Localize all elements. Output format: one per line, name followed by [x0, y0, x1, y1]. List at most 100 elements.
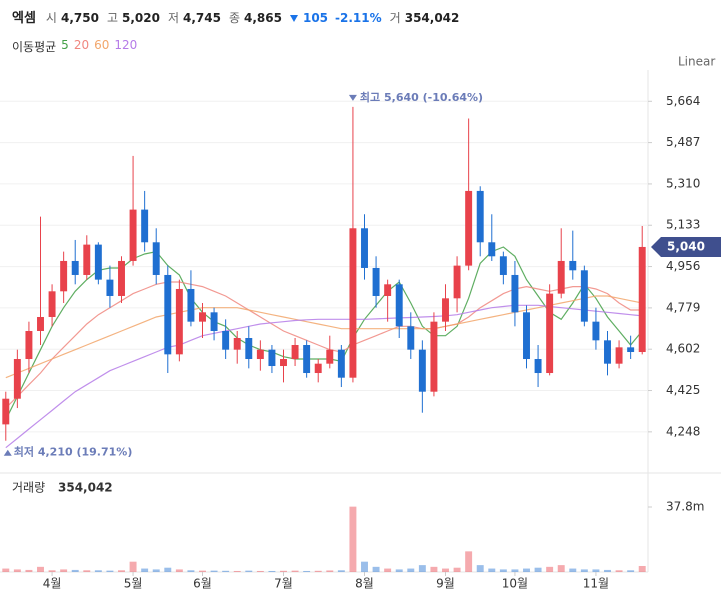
volume-bar	[245, 570, 253, 572]
volume-bar	[337, 570, 345, 572]
quote-label: 저	[167, 11, 179, 25]
y-tick-label: 4,248	[666, 424, 700, 438]
candle-body	[106, 279, 114, 296]
volume-bar	[152, 569, 160, 572]
volume-bar	[604, 569, 611, 572]
volume-bar	[210, 570, 218, 572]
candle-body	[71, 260, 79, 275]
candle-body	[407, 326, 415, 350]
candle-body	[511, 274, 519, 313]
volume-bar	[280, 570, 287, 572]
volume-bar	[476, 565, 484, 572]
volume-bar	[106, 570, 114, 572]
volume-label: 거래량	[12, 481, 45, 495]
volume-bar	[303, 570, 311, 572]
change-rate: -2.11%	[335, 11, 382, 25]
candle-body	[222, 330, 230, 350]
candle-body	[314, 363, 322, 374]
candle-body	[291, 345, 299, 360]
volume-bar	[511, 569, 519, 572]
volume-bar	[569, 568, 577, 572]
candle-body	[164, 274, 172, 355]
candle-body	[280, 359, 287, 367]
candle-body	[94, 244, 102, 280]
volume-bar	[557, 565, 565, 572]
candle-body	[592, 321, 600, 341]
candle-body	[60, 260, 68, 292]
candle-body	[384, 284, 392, 296]
volume-bar	[256, 570, 264, 572]
volume-bar	[314, 570, 322, 572]
volume-bar	[592, 569, 600, 572]
x-tick-label: 8월	[355, 577, 374, 591]
candle-body	[326, 349, 334, 364]
quote-label: 시	[45, 11, 57, 25]
candle-body	[13, 359, 21, 399]
high-marker	[348, 94, 357, 101]
ma-legend-item: 60	[94, 38, 110, 52]
volume-quote-label: 거	[389, 11, 401, 25]
ma-legend-item: 5	[61, 38, 69, 52]
volume-bar	[465, 551, 473, 572]
candle-body	[199, 312, 206, 322]
candle-body	[523, 312, 530, 360]
candle-body	[245, 338, 253, 360]
candle-body	[546, 293, 554, 374]
low-annotation: 최저 4,210 (19.71%)	[14, 445, 133, 459]
candle-body	[187, 288, 195, 322]
candle-body	[349, 228, 357, 378]
candle-body	[627, 347, 635, 353]
x-tick-label: 4월	[43, 577, 62, 591]
candle-body	[418, 349, 426, 392]
candle-body	[638, 246, 646, 353]
last-price-tag	[651, 236, 721, 257]
volume-bar	[118, 570, 125, 572]
candle-body	[118, 260, 125, 296]
y-tick-label: 5,487	[666, 135, 700, 149]
volume-bar	[615, 570, 623, 572]
candle-body	[2, 398, 10, 425]
quote-value: 4,865	[244, 11, 282, 25]
x-tick-label: 6월	[193, 577, 212, 591]
y-tick-label: 4,425	[666, 383, 700, 397]
y-tick-label: 4,779	[666, 300, 700, 314]
candle-body	[465, 190, 473, 266]
candle-body	[337, 349, 345, 378]
volume-bar	[453, 567, 461, 572]
y-tick-label: 4,956	[666, 259, 700, 273]
y-tick-label: 5,664	[666, 94, 700, 108]
moving-average-line	[5, 295, 643, 379]
quote-header: 엑셈 시 4,750 고 5,020 저 4,745 종 4,865 105 -2.11% 거 354…	[12, 7, 463, 26]
stock-name: 엑셈	[12, 11, 36, 26]
volume-bar	[638, 565, 646, 572]
last-price-label: 5,040	[667, 239, 705, 253]
moving-average-line	[5, 246, 643, 420]
volume-bar	[372, 566, 380, 572]
volume-bar	[442, 568, 449, 572]
candle-body	[233, 338, 241, 350]
volume-bar	[627, 570, 635, 572]
volume-bar	[418, 565, 426, 572]
volume-bar	[580, 569, 588, 572]
volume-bar	[395, 569, 403, 572]
candle-body	[141, 209, 149, 243]
volume-bar	[430, 566, 438, 572]
quote-value: 4,750	[60, 11, 99, 25]
moving-average-line	[5, 281, 643, 409]
low-marker	[3, 449, 12, 456]
volume-bar	[175, 569, 183, 572]
volume-bar	[488, 568, 496, 572]
candle-body	[256, 349, 264, 360]
volume-bar	[233, 570, 241, 572]
volume-bar	[499, 569, 507, 572]
volume-bar	[141, 568, 149, 572]
candle-body	[83, 244, 91, 275]
candle-body	[430, 321, 438, 392]
candle-body	[152, 242, 160, 275]
change: 105	[302, 11, 329, 25]
scale-label[interactable]: Linear	[678, 55, 715, 69]
candle-body	[499, 256, 507, 275]
volume-bar	[48, 570, 56, 572]
x-tick-label: 10월	[502, 577, 528, 591]
y-tick-label: 5,133	[666, 218, 700, 232]
